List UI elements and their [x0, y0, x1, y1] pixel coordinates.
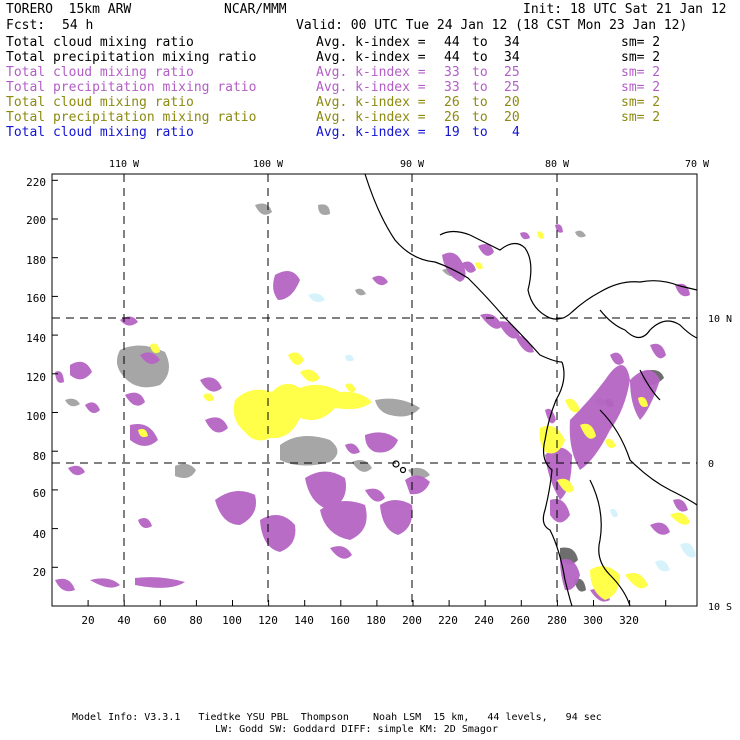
legend-from: 44: [444, 35, 460, 50]
coastlines: [364, 173, 698, 607]
y-tick-label: 140: [26, 332, 46, 345]
y-tick-label: 20: [33, 566, 46, 579]
x-tick-label: 80: [189, 614, 202, 627]
x-tick-label: 200: [402, 614, 422, 627]
x-tick-label: 120: [258, 614, 278, 627]
legend-sm: sm= 2: [621, 65, 661, 80]
y-tick-label: 40: [33, 528, 46, 541]
latitude-labels: 10 N 0 10 S: [708, 314, 732, 613]
lon-label: 110 W: [109, 159, 140, 170]
x-tick-label: 20: [81, 614, 94, 627]
x-tick-label: 140: [294, 614, 314, 627]
organization: NCAR/MMM: [224, 2, 287, 17]
x-tick-label: 320: [619, 614, 639, 627]
legend-sm: sm= 2: [621, 50, 661, 65]
legend-to: 25: [504, 80, 520, 95]
legend-field: Total cloud mixing ratio: [6, 125, 194, 140]
legend-field: Total cloud mixing ratio: [6, 35, 194, 50]
legend-avg: Avg. k-index =: [316, 35, 426, 50]
y-tick-label: 120: [26, 371, 46, 384]
x-tick-label: 220: [438, 614, 458, 627]
legend-avg: Avg. k-index =: [316, 50, 426, 65]
legend-from: 19: [444, 125, 460, 140]
lon-label: 80 W: [545, 159, 570, 170]
light-blue-cloud-fields: [308, 293, 696, 572]
valid-time: Valid: 00 UTC Tue 24 Jan 12 (18 CST Mon …: [296, 18, 688, 33]
legend-field: Total precipitation mixing ratio: [6, 50, 257, 65]
legend-field: Total cloud mixing ratio: [6, 65, 194, 80]
lat-label: 0: [708, 459, 714, 470]
legend-to-word: to: [472, 95, 488, 110]
purple-cloud-fields: [55, 224, 690, 602]
y-tick-labels: 20 40 60 80 100 120 140 160 180 200 220: [26, 176, 46, 579]
legend-from: 33: [444, 80, 460, 95]
x-tick-label: 160: [330, 614, 350, 627]
legend-avg: Avg. k-index =: [316, 65, 426, 80]
legend-sm: sm= 2: [621, 95, 661, 110]
legend-from: 26: [444, 110, 460, 125]
y-tick-label: 80: [33, 450, 46, 463]
legend-to-word: to: [472, 50, 488, 65]
lat-label: 10 N: [708, 314, 732, 325]
legend-to: 34: [504, 35, 520, 50]
legend-to: 20: [504, 95, 520, 110]
legend-to-word: to: [472, 35, 488, 50]
legend-from: 26: [444, 95, 460, 110]
lat-lon-grid: [52, 174, 697, 606]
tick-marks: [51, 179, 667, 607]
legend-field: Total precipitation mixing ratio: [6, 110, 257, 125]
x-tick-labels: 20 40 60 80 100 120 140 160 180 200 220 …: [81, 614, 639, 627]
legend-sm: sm= 2: [621, 80, 661, 95]
x-tick-label: 100: [222, 614, 242, 627]
y-tick-label: 220: [26, 176, 46, 189]
legend-field: Total cloud mixing ratio: [6, 95, 194, 110]
model-name: TORERO 15km ARW: [6, 2, 132, 17]
legend-to-word: to: [472, 80, 488, 95]
y-tick-label: 200: [26, 214, 46, 227]
legend-to-word: to: [472, 110, 488, 125]
x-tick-label: 280: [547, 614, 567, 627]
model-info-line-1: Model Info: V3.3.1 Tiedtke YSU PBL Thomp…: [72, 712, 602, 723]
y-tick-label: 100: [26, 410, 46, 423]
y-tick-label: 60: [33, 487, 46, 500]
init-time: Init: 18 UTC Sat 21 Jan 12: [523, 2, 727, 17]
legend-sm: sm= 2: [621, 110, 661, 125]
legend-avg: Avg. k-index =: [316, 95, 426, 110]
legend-field: Total precipitation mixing ratio: [6, 80, 257, 95]
y-tick-label: 180: [26, 254, 46, 267]
legend-to: 25: [504, 65, 520, 80]
map-plot-area: [52, 174, 697, 606]
legend-to: 20: [504, 110, 520, 125]
x-tick-label: 180: [366, 614, 386, 627]
legend-to: 34: [504, 50, 520, 65]
legend-avg: Avg. k-index =: [316, 80, 426, 95]
lat-label: 10 S: [708, 602, 732, 613]
model-info-line-2: LW: Godd SW: Goddard DIFF: simple KM: 2D…: [215, 724, 498, 735]
legend-sm: sm= 2: [621, 35, 661, 50]
x-tick-label: 260: [510, 614, 530, 627]
legend-avg: Avg. k-index =: [316, 110, 426, 125]
forecast-hours: 54 h: [62, 18, 94, 33]
forecast-label: Fcst:: [6, 18, 46, 33]
legend-to: 4: [512, 125, 520, 140]
y-tick-label: 160: [26, 292, 46, 305]
longitude-labels: 110 W 100 W 90 W 80 W 70 W: [109, 159, 710, 170]
legend-to-word: to: [472, 125, 488, 140]
x-tick-label: 40: [117, 614, 130, 627]
legend-to-word: to: [472, 65, 488, 80]
lon-label: 100 W: [253, 159, 284, 170]
x-tick-label: 300: [583, 614, 603, 627]
map-frame: [51, 173, 698, 607]
x-tick-label: 240: [474, 614, 494, 627]
legend-from: 33: [444, 65, 460, 80]
lon-label: 90 W: [400, 159, 425, 170]
lon-label: 70 W: [685, 159, 710, 170]
x-tick-label: 60: [153, 614, 166, 627]
legend-avg: Avg. k-index =: [316, 125, 426, 140]
legend-from: 44: [444, 50, 460, 65]
